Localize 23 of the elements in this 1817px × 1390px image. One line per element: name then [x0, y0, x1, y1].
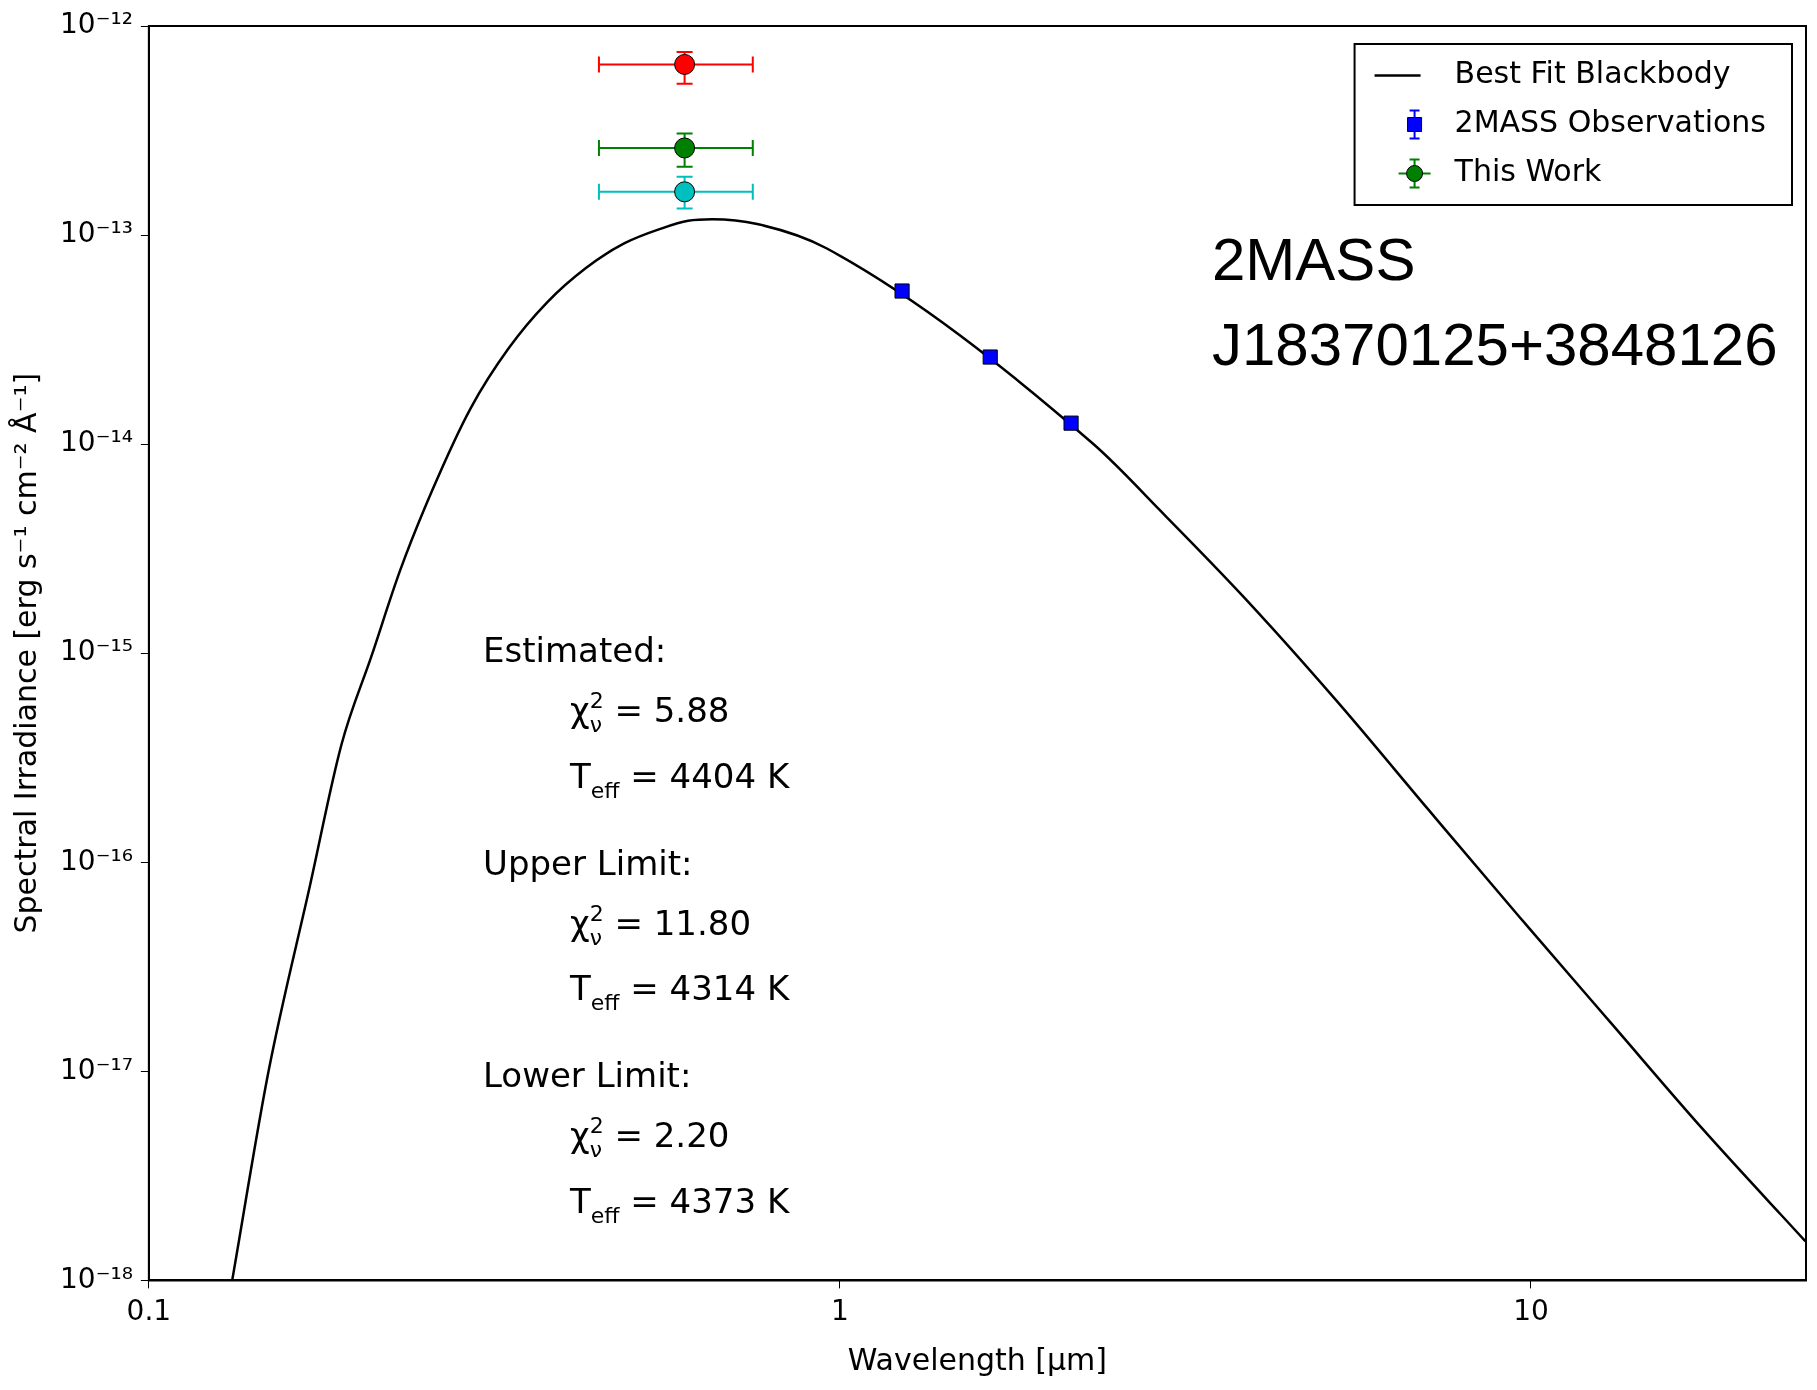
legend-label: Best Fit Blackbody [1454, 55, 1731, 91]
y-axis-title: Spectral Irradiance [erg s⁻¹ cm⁻² Å⁻¹] [7, 372, 43, 934]
x-tick-label: 10 [1513, 1294, 1549, 1328]
y-tick-label: 10⁻¹² [60, 7, 133, 41]
legend-label: 2MASS Observations [1454, 104, 1767, 140]
y-tick-label: 10⁻¹⁴ [60, 425, 133, 459]
x-axis-title: Wavelength [μm] [847, 1341, 1108, 1377]
y-tick-label: 10⁻¹⁸ [60, 1261, 133, 1295]
x-tick-label: 0.1 [126, 1294, 172, 1328]
legend-label: This Work [1453, 153, 1603, 189]
point [674, 53, 696, 75]
annotation: Estimated: [483, 630, 667, 670]
annotation: 2MASS J18370125+3848126 [1212, 226, 1778, 378]
y-tick-label: 10⁻¹³ [60, 216, 133, 250]
point [1063, 415, 1079, 431]
point [674, 181, 696, 203]
y-tick-label: 10⁻¹⁵ [60, 634, 133, 668]
annotation: Lower Limit: [483, 1055, 692, 1095]
x-tick-label: 1 [831, 1294, 849, 1328]
point [674, 137, 696, 159]
y-tick-label: 10⁻¹⁶ [60, 843, 133, 877]
annotation: Upper Limit: [483, 843, 693, 883]
y-tick-label: 10⁻¹⁷ [60, 1052, 133, 1086]
